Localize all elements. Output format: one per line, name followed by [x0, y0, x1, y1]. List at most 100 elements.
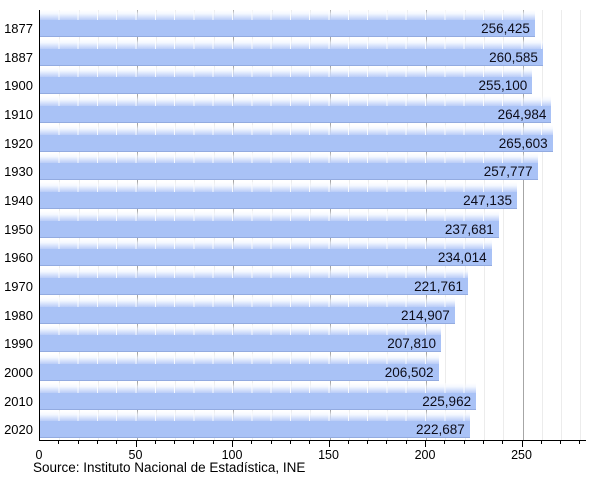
bar-value-label: 234,014 [437, 250, 487, 266]
major-tick [425, 441, 426, 447]
bar: 206,502 [40, 364, 439, 381]
x-axis-tick-label: 100 [221, 448, 243, 462]
minor-tick [502, 441, 504, 444]
bar-glow [40, 210, 499, 221]
bar-glow [40, 124, 553, 135]
minor-tick [579, 441, 581, 444]
minor-tick [309, 441, 311, 444]
minor-gridline [503, 10, 505, 440]
bar-row: 234,014 [40, 239, 492, 268]
minor-tick [270, 441, 272, 444]
bar-value-label: 247,135 [463, 193, 512, 208]
minor-gridline [561, 10, 563, 440]
x-axis-tick-label: 50 [128, 448, 143, 462]
bar-value-label: 222,687 [415, 422, 465, 438]
year-label: 1990 [4, 336, 33, 352]
bar-row: 207,810 [40, 325, 442, 354]
year-label: 1960 [4, 250, 33, 266]
minor-gridline [580, 10, 582, 440]
bar-glow [40, 96, 552, 106]
major-tick [232, 441, 233, 447]
minor-tick [405, 441, 407, 444]
minor-tick [289, 441, 291, 444]
minor-tick [540, 441, 542, 444]
bar-value-label: 206,502 [384, 365, 434, 380]
bar-value-label: 256,425 [481, 21, 530, 36]
plot-area: 256,425 260,585 255,100 264,984 265,603 257,7… [39, 10, 586, 441]
year-label: 2020 [4, 422, 33, 438]
year-label: 1980 [4, 307, 33, 323]
x-axis-tick-label: 250 [511, 448, 532, 462]
minor-tick [58, 441, 60, 444]
bar-value-label: 214,907 [400, 307, 450, 323]
bar-value-label: 255,100 [478, 78, 528, 94]
year-label: 1877 [4, 21, 33, 36]
bar: 247,135 [40, 192, 517, 209]
x-axis-tick-label: 150 [318, 448, 339, 462]
year-label: 1950 [4, 221, 33, 237]
major-tick [521, 441, 523, 447]
bar-glow [40, 239, 492, 250]
bar: 234,014 [40, 249, 492, 267]
bar-row: 225,962 [40, 382, 477, 412]
bar: 207,810 [40, 335, 442, 353]
bar-value-label: 207,810 [387, 336, 437, 352]
bar-row: 214,907 [40, 296, 455, 326]
year-label: 1920 [4, 135, 33, 151]
bar-row: 260,585 [40, 38, 543, 68]
minor-tick [116, 441, 118, 444]
bar-glow [40, 268, 468, 278]
year-label: 1940 [4, 193, 33, 208]
minor-tick [560, 441, 562, 444]
year-label: 1887 [4, 49, 33, 65]
bar-value-label: 264,984 [497, 107, 547, 122]
bar-value-label: 265,603 [498, 135, 548, 151]
minor-tick [212, 441, 214, 444]
bar-glow [40, 153, 538, 164]
bar-glow [40, 10, 535, 20]
minor-tick [251, 441, 253, 444]
minor-tick [367, 441, 369, 444]
x-axis-tick-label: 0 [35, 448, 43, 462]
bar-row: 237,681 [40, 210, 499, 240]
minor-gridline [541, 10, 543, 440]
bar-glow [40, 296, 455, 307]
bar-value-label: 221,761 [414, 279, 463, 294]
source-caption: Source: Instituto Nacional de Estadístic… [33, 460, 306, 475]
bar-row: 257,777 [40, 153, 538, 182]
minor-tick [463, 441, 465, 444]
year-label: 1930 [4, 164, 33, 180]
bar: 255,100 [40, 77, 533, 95]
bar-glow [40, 38, 543, 49]
minor-tick [174, 441, 176, 444]
major-tick [135, 441, 137, 447]
bar-value-label: 260,585 [489, 49, 538, 65]
bar: 264,984 [40, 106, 552, 123]
bar-glow [40, 382, 477, 393]
bar-glow [40, 354, 439, 364]
bar: 222,687 [40, 421, 470, 439]
minor-tick [386, 441, 388, 444]
bar-value-label: 225,962 [422, 393, 472, 409]
minor-tick [482, 441, 484, 444]
bar: 237,681 [40, 220, 499, 238]
bar-glow [40, 67, 533, 78]
bar-row: 222,687 [40, 411, 470, 440]
bar: 257,777 [40, 163, 538, 181]
year-label: 1910 [4, 107, 33, 122]
bar-row: 247,135 [40, 182, 517, 211]
bar-row: 264,984 [40, 96, 552, 125]
bar-row: 256,425 [40, 10, 535, 39]
bar: 260,585 [40, 48, 543, 66]
bar: 221,761 [40, 278, 468, 295]
bar-glow [40, 411, 470, 422]
year-label: 2010 [4, 393, 33, 409]
major-tick [328, 441, 330, 447]
year-label: 2000 [4, 365, 33, 380]
bar-glow [40, 325, 442, 336]
bar-row: 221,761 [40, 268, 468, 297]
x-axis-tick-label: 200 [414, 448, 436, 462]
bar: 225,962 [40, 392, 477, 410]
minor-tick [154, 441, 156, 444]
